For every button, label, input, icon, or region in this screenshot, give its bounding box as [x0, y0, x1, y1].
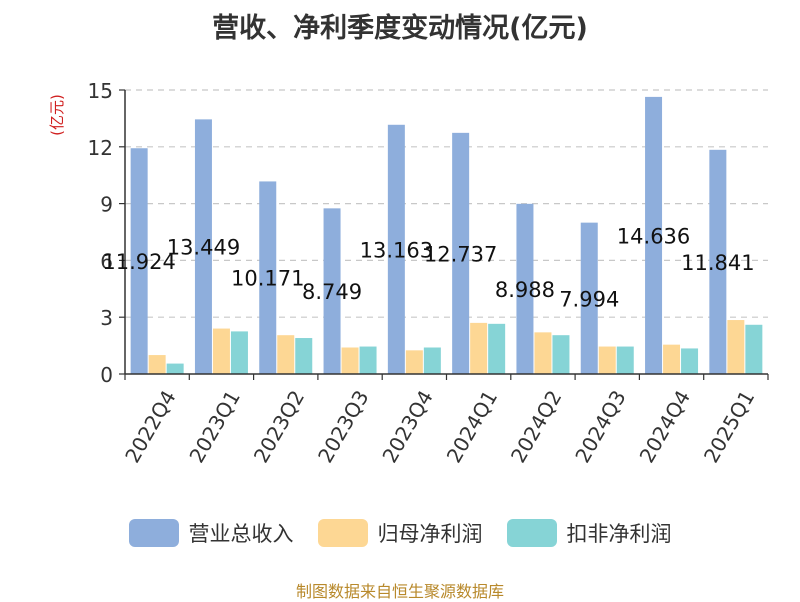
bar-s1-2024Q2 — [534, 332, 552, 374]
bar-s2-2023Q2 — [295, 338, 313, 374]
bar-s2-2023Q1 — [230, 331, 248, 374]
data-label-7: 7.994 — [559, 287, 619, 311]
bar-s0-2023Q3 — [323, 208, 341, 374]
x-tick-label-1: 2023Q1 — [184, 386, 244, 467]
x-tick-label-8: 2024Q4 — [635, 386, 695, 467]
bar-s2-2024Q1 — [488, 323, 506, 374]
legend-label-2: 扣非净利润 — [566, 522, 672, 546]
bar-s0-2023Q2 — [259, 181, 277, 374]
bar-s0-2022Q4 — [130, 148, 148, 374]
bar-s0-2024Q4 — [645, 96, 663, 375]
x-tick-label-2: 2023Q2 — [249, 386, 309, 467]
x-tick-label-4: 2023Q4 — [377, 386, 437, 467]
bar-s1-2023Q2 — [277, 335, 295, 374]
y-tick-label-0: 0 — [100, 363, 113, 387]
bar-s2-2023Q3 — [359, 346, 377, 374]
bar-s2-2024Q2 — [552, 335, 570, 374]
legend-item-0[interactable]: 营业总收入 — [128, 518, 294, 548]
legend-item-1[interactable]: 归母净利润 — [317, 518, 483, 548]
x-tick-label-3: 2023Q3 — [313, 386, 373, 467]
bar-s1-2023Q4 — [405, 350, 423, 374]
y-tick-label-5: 15 — [88, 79, 113, 103]
legend-item-2[interactable]: 扣非净利润 — [506, 518, 672, 548]
data-label-2: 10.171 — [231, 267, 304, 291]
bar-s2-2024Q4 — [681, 348, 699, 374]
data-label-6: 8.988 — [495, 278, 555, 302]
chart-title: 营收、净利季度变动情况(亿元) — [212, 13, 588, 44]
y-tick-label-3: 9 — [100, 193, 113, 217]
bar-s1-2023Q1 — [212, 328, 230, 374]
bar-s1-2024Q1 — [470, 322, 488, 374]
y-axis-label: (亿元) — [48, 94, 66, 136]
bar-s1-2025Q1 — [727, 320, 745, 374]
x-tick-label-0: 2022Q4 — [120, 386, 180, 467]
bars — [130, 96, 763, 375]
data-label-0: 11.924 — [102, 250, 175, 274]
data-label-9: 11.841 — [681, 251, 754, 275]
x-tick-label-5: 2024Q1 — [442, 386, 502, 467]
x-tick-label-6: 2024Q2 — [506, 386, 566, 467]
legend-swatch-0 — [128, 519, 179, 547]
bar-s0-2023Q4 — [387, 124, 405, 374]
bar-s0-2023Q1 — [194, 119, 212, 374]
bar-s1-2023Q3 — [341, 347, 359, 374]
bar-s0-2024Q2 — [516, 203, 534, 374]
bar-s2-2024Q3 — [616, 346, 634, 374]
y-tick-label-4: 12 — [88, 136, 113, 160]
data-label-3: 8.749 — [302, 280, 362, 304]
bar-s1-2024Q4 — [663, 344, 681, 374]
x-tick-label-9: 2025Q1 — [699, 386, 759, 467]
data-label-1: 13.449 — [167, 236, 240, 260]
data-label-4: 13.163 — [360, 238, 433, 262]
bar-s0-2024Q3 — [580, 222, 598, 374]
x-tick-label-7: 2024Q3 — [570, 386, 630, 467]
bar-s2-2023Q4 — [423, 347, 441, 374]
y-tick-label-2: 6 — [100, 249, 113, 273]
bar-s1-2022Q4 — [148, 355, 166, 374]
data-label-8: 14.636 — [617, 224, 690, 248]
legend: 营业总收入 归母净利润 扣非净利润 — [0, 518, 800, 548]
source-note: 制图数据来自恒生聚源数据库 — [295, 582, 504, 601]
grid-lines — [125, 89, 768, 318]
legend-swatch-1 — [317, 519, 368, 547]
legend-label-0: 营业总收入 — [188, 522, 294, 546]
bar-s0-2025Q1 — [709, 149, 727, 374]
bar-s2-2025Q1 — [745, 324, 763, 374]
bar-s2-2022Q4 — [166, 363, 184, 374]
legend-swatch-2 — [506, 519, 557, 547]
legend-label-1: 归母净利润 — [377, 522, 483, 546]
y-tick-label-1: 3 — [100, 306, 113, 330]
data-label-5: 12.737 — [424, 242, 497, 266]
bar-s0-2024Q1 — [452, 132, 470, 374]
bar-s1-2024Q3 — [598, 346, 616, 374]
